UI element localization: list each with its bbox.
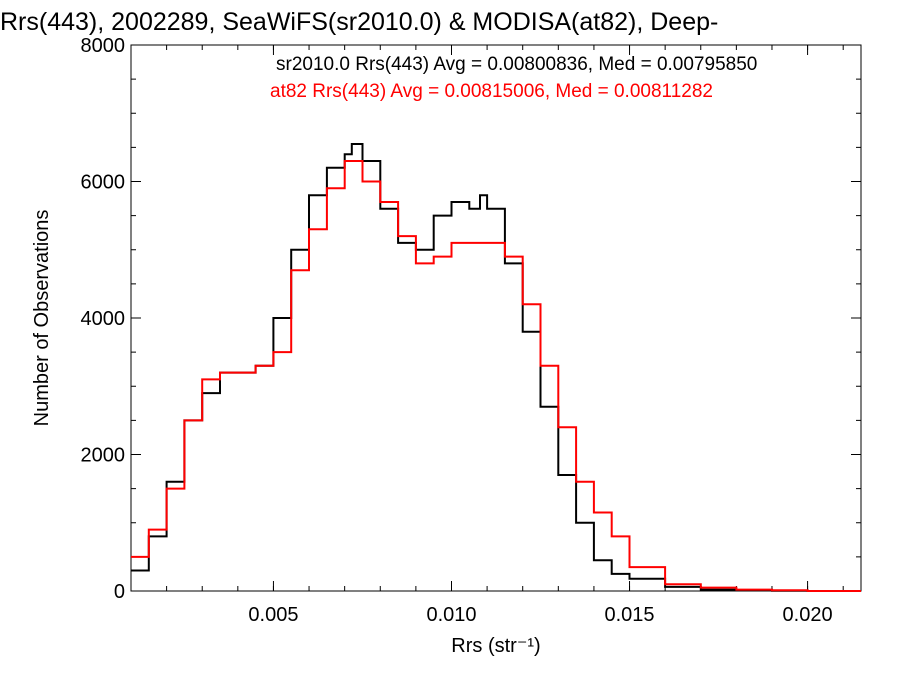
legend-entry-at82: at82 Rrs(443) Avg = 0.00815006, Med = 0.… [270, 81, 713, 102]
legend: sr2010.0 Rrs(443) Avg = 0.00800836, Med … [270, 54, 757, 102]
y-tick-label: 4000 [81, 308, 126, 330]
x-tick-label: 0.010 [426, 604, 476, 626]
x-tick-label: 0.020 [783, 604, 833, 626]
plot-area: 0.005 0.010 0.015 0.020 0 2000 4000 6000 8000 [81, 35, 862, 626]
plot-frame [130, 44, 862, 592]
y-tick-label: 8000 [81, 35, 126, 57]
series-line-at82 [131, 160, 861, 592]
x-axis: 0.005 0.010 0.015 0.020 [130, 45, 844, 626]
y-tick-label: 0 [114, 581, 125, 603]
y-tick-label: 2000 [81, 445, 126, 467]
y-axis: 0 2000 4000 6000 8000 [81, 35, 861, 603]
series-lines [131, 143, 861, 592]
x-axis-label: Rrs (str⁻¹) [451, 635, 540, 657]
legend-entry-sr2010: sr2010.0 Rrs(443) Avg = 0.00800836, Med … [276, 54, 757, 75]
y-axis-label: Number of Observations [31, 210, 53, 427]
y-tick-label: 6000 [81, 172, 126, 194]
x-tick-label: 0.015 [605, 604, 655, 626]
series-line-sr2010-0 [131, 143, 861, 592]
x-tick-label: 0.005 [248, 604, 298, 626]
chart-title: Rrs(443), 2002289, SeaWiFS(sr2010.0) & M… [0, 8, 718, 36]
